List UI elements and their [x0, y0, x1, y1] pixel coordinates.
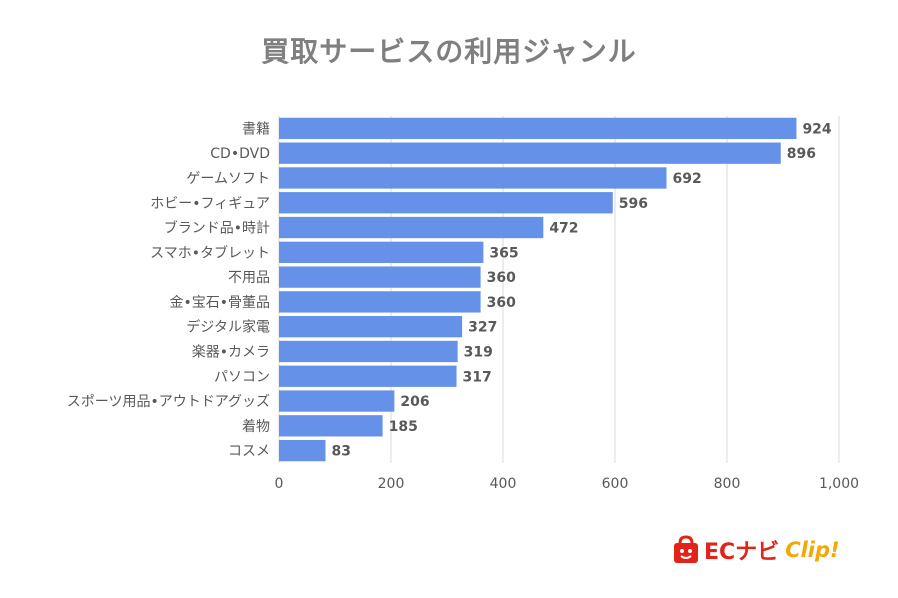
category-label: 書籍 — [242, 120, 270, 137]
category-label: 楽器•カメラ — [192, 344, 270, 360]
x-tick-label: 1,000 — [819, 476, 859, 492]
category-label: ゲームソフト — [186, 171, 270, 187]
category-label: パソコン — [214, 369, 270, 385]
value-label: 83 — [331, 444, 350, 460]
bar — [279, 167, 667, 189]
bar — [279, 216, 544, 239]
category-label: 不用品 — [228, 270, 270, 286]
value-label: 896 — [787, 146, 816, 162]
value-labels: 924 896 692 596 472 365 360 360 327 319 317 206 185 8… — [331, 121, 831, 459]
bar — [279, 439, 326, 462]
x-tick-labels: 0 200 400 600 800 1,000 — [275, 476, 860, 492]
bar — [279, 117, 797, 140]
bar — [279, 192, 613, 214]
category-label: スポーツ用品•アウトドアグッズ — [67, 394, 270, 410]
value-label: 692 — [673, 171, 702, 187]
value-label: 365 — [489, 245, 518, 261]
bar — [279, 365, 457, 387]
shopping-bag-icon — [674, 535, 698, 563]
value-label: 360 — [487, 295, 516, 311]
bars — [279, 117, 797, 462]
value-label: 319 — [464, 344, 493, 360]
logo-brand-text: ECナビ — [704, 540, 780, 565]
category-label: デジタル家電 — [186, 319, 270, 336]
x-tick-label: 600 — [602, 476, 629, 492]
x-tick-label: 400 — [490, 476, 517, 492]
logo-clip-text: Clip! — [785, 538, 840, 562]
value-label: 327 — [468, 320, 497, 336]
category-label: ホビー•フィギュア — [150, 196, 270, 212]
bar — [279, 291, 481, 313]
chart-title: 買取サービスの利用ジャンル — [261, 35, 637, 68]
category-label: スマホ•タブレット — [150, 244, 270, 261]
x-tick-label: 800 — [714, 476, 741, 492]
value-label: 185 — [389, 419, 418, 435]
x-tick-label: 0 — [275, 476, 284, 492]
category-label: 着物 — [242, 419, 270, 435]
value-label: 206 — [400, 394, 429, 410]
category-label: コスメ — [228, 444, 270, 460]
bar — [279, 316, 463, 338]
bar — [279, 266, 481, 288]
bar — [279, 241, 484, 263]
bar — [279, 390, 395, 412]
value-label: 317 — [463, 369, 492, 385]
value-label: 360 — [487, 270, 516, 286]
ecnavi-clip-logo: ECナビ Clip! — [672, 533, 840, 567]
category-label: CD•DVD — [210, 146, 270, 162]
value-label: 596 — [619, 196, 648, 212]
value-label: 924 — [802, 121, 831, 137]
bar — [279, 340, 458, 363]
bar — [279, 415, 383, 437]
category-label: ブランド品•時計 — [164, 220, 270, 237]
category-label: 金•宝石•骨董品 — [169, 295, 270, 311]
value-label: 472 — [549, 221, 578, 237]
category-labels: 書籍 CD•DVD ゲームソフトホビー•フィギュアブランド品•時計スマホ•タブレット… — [67, 120, 270, 459]
x-tick-label: 200 — [378, 476, 405, 492]
bar — [279, 142, 781, 164]
